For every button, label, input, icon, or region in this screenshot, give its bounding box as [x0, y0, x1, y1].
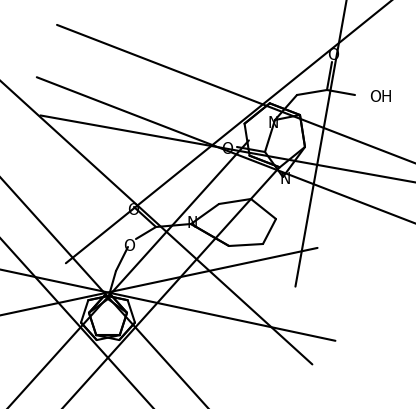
Text: N: N: [267, 115, 279, 130]
Text: O: O: [221, 141, 233, 156]
Text: O: O: [127, 203, 139, 218]
Text: N: N: [279, 172, 291, 187]
Text: N: N: [186, 216, 198, 231]
Text: O: O: [123, 239, 135, 254]
Text: O: O: [327, 47, 339, 62]
Text: OH: OH: [369, 89, 393, 104]
